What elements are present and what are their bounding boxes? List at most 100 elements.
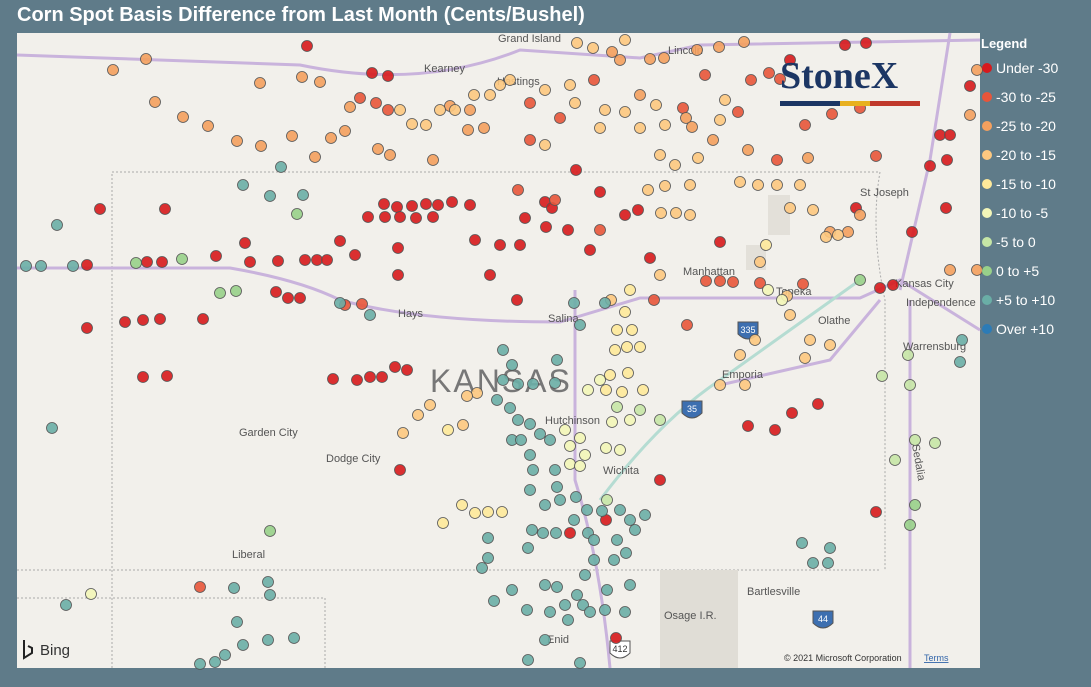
station-dot [654,474,666,486]
station-dot [909,434,921,446]
station-dot [382,70,394,82]
map-features [16,32,981,669]
station-dot [364,371,376,383]
station-dot [177,111,189,123]
station-dot [564,79,576,91]
station-dot [469,507,481,519]
station-dot [524,418,536,430]
city-label: Enid [547,634,569,646]
station-dot [389,361,401,373]
station-dot [964,109,976,121]
station-dot [742,420,754,432]
city-label: Grand Island [498,33,561,45]
city-label: Salina [548,313,579,325]
station-dot [176,253,188,265]
city-label: Emporia [722,369,764,381]
station-dot [732,106,744,118]
station-dot [579,449,591,461]
station-dot [622,367,634,379]
terms-link[interactable]: Terms [924,653,949,663]
station-dot [297,189,309,201]
station-dot [584,606,596,618]
station-dot [799,352,811,364]
state-border [17,597,326,668]
station-dot [94,203,106,215]
station-dot [275,161,287,173]
station-dot [364,309,376,321]
station-dot [540,221,552,233]
station-dot [714,379,726,391]
station-dot [874,282,886,294]
legend-label: -20 to -15 [996,147,1056,163]
station-dot [550,527,562,539]
station-dot [632,204,644,216]
logo-text: StoneX [780,55,898,97]
station-dot [609,344,621,356]
station-dot [832,229,844,241]
logo-bar [840,101,870,106]
city-label: Garden City [239,427,298,439]
station-dot [940,202,952,214]
station-dot [412,409,424,421]
highway-number: 44 [818,614,828,624]
station-dot [600,442,612,454]
station-dot [478,122,490,134]
station-dot [624,414,636,426]
station-dot [582,384,594,396]
station-dot [574,319,586,331]
reservation [660,570,738,668]
station-dot [924,160,936,172]
station-dot [574,460,586,472]
station-dot [807,557,819,569]
station-dot [314,76,326,88]
station-dot [446,196,458,208]
bing-logo: Bing [23,640,70,660]
station-dot [887,279,899,291]
station-dot [286,130,298,142]
legend-swatch [982,179,992,189]
station-dot [574,657,586,669]
station-dot [392,242,404,254]
station-dot [738,36,750,48]
legend-label: -5 to 0 [996,234,1036,250]
city-label: Independence [906,297,976,309]
station-dot [799,119,811,131]
city-label: Hutchinson [545,415,600,427]
station-dot [626,324,638,336]
station-dot [771,154,783,166]
station-dot [587,42,599,54]
station-dot [401,364,413,376]
legend-swatch [982,63,992,73]
station-dot [909,499,921,511]
station-dot [551,581,563,593]
station-dot [822,557,834,569]
station-dot [327,373,339,385]
station-dot [339,125,351,137]
station-dot [971,264,983,276]
station-dot [619,34,631,46]
station-dot [644,252,656,264]
highway-shield [609,640,631,659]
station-dot [902,349,914,361]
station-dot [394,104,406,116]
station-dot [824,339,836,351]
station-dot [594,374,606,386]
station-dot [351,374,363,386]
station-dot [634,122,646,134]
station-dot [904,519,916,531]
road [598,278,861,501]
station-dot [119,316,131,328]
station-dot [449,104,461,116]
highway-number: 35 [687,404,697,414]
station-dot [296,71,308,83]
station-dot [209,656,221,668]
station-dot [854,209,866,221]
station-dot [482,506,494,518]
legend-label: 0 to +5 [996,263,1039,279]
state-border [111,171,880,668]
station-dot [356,298,368,310]
station-dot [512,184,524,196]
station-dot [494,79,506,91]
station-dot [379,211,391,223]
station-dot [574,432,586,444]
